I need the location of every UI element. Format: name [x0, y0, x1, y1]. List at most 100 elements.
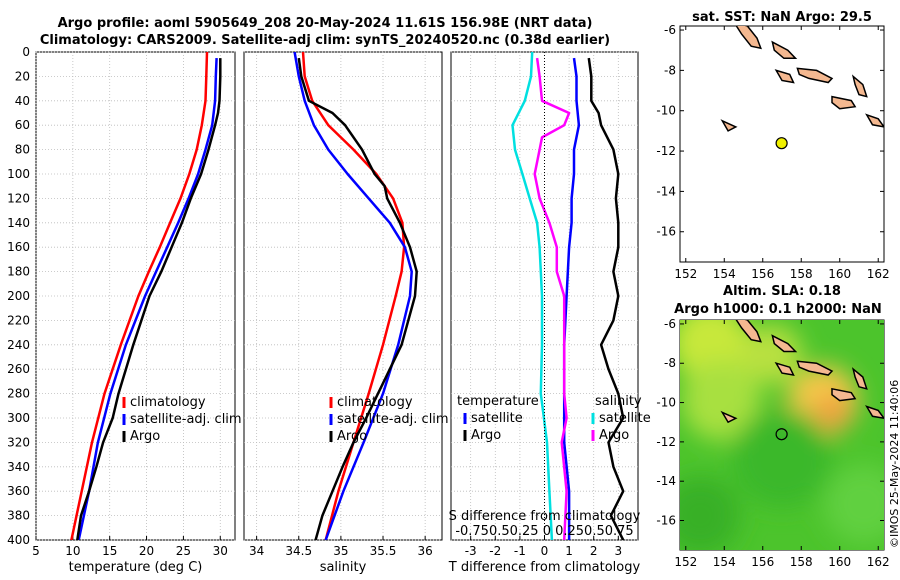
- island-new-georgia: [774, 69, 795, 84]
- series-line-satellite-adj-clim: [77, 58, 218, 540]
- legend-label: climatology: [130, 395, 206, 410]
- y-tick-label: 100: [7, 167, 30, 181]
- panel-map_sla: 152 154 156 158 160 162 -6 -8 -10 -12 -14 -16 Altim.…: [656, 284, 890, 569]
- legend-label: satellite: [599, 411, 651, 426]
- sla-patch: [732, 408, 832, 508]
- legend-title-temperature: temperature: [457, 394, 539, 409]
- map-y-tick-label: -14: [656, 184, 676, 198]
- series-line-t-argo: [587, 57, 625, 540]
- x-tick-label: 2: [590, 544, 598, 558]
- panel-differences: -3 -2 -1 0 1 2 3 T difference from climatology t…: [448, 51, 651, 575]
- y-tick-label: 400: [7, 533, 30, 547]
- map-y-tick-label: -6: [664, 317, 676, 331]
- legend-label: Argo: [471, 428, 501, 443]
- panel-salinity: 34 34.5 35 35.5 36 salinity climatology satelli…: [243, 51, 449, 575]
- map-x-tick-label: 154: [713, 267, 736, 281]
- series-line-satellite-adj-clim: [293, 52, 413, 540]
- y-tick-label: 380: [7, 509, 30, 523]
- series-line-climatology: [70, 52, 209, 540]
- legend-label: Argo: [599, 428, 629, 443]
- island-santa-isabel: [796, 67, 834, 84]
- argo-position-marker: [775, 428, 788, 441]
- y-tick-label: 240: [7, 338, 30, 352]
- legend-label: Argo: [130, 429, 160, 444]
- map-x-tick-label: 162: [867, 555, 890, 569]
- y-tick-label: 260: [7, 362, 30, 376]
- chart-title-line2: Climatology: CARS2009. Satellite-adj cli…: [39, 33, 611, 48]
- map-sla-title-1: Altim. SLA: 0.18: [723, 284, 841, 299]
- legend-title-salinity: salinity: [595, 394, 642, 409]
- map-sst-title: sat. SST: NaN Argo: 29.5: [692, 10, 872, 25]
- legend-label: climatology: [337, 395, 413, 410]
- y-tick-label: 280: [7, 387, 30, 401]
- island-malaita: [851, 367, 868, 390]
- x-tick-label: 15: [102, 544, 117, 558]
- map-y-tick-label: -16: [656, 514, 676, 528]
- series-line-argo: [76, 58, 222, 540]
- map-x-tick-label: 160: [828, 267, 851, 281]
- y-tick-label: 40: [15, 94, 30, 108]
- y-tick-label: 220: [7, 313, 30, 327]
- map-x-tick-label: 162: [867, 267, 890, 281]
- legend-label: Argo: [337, 429, 367, 444]
- series-line-argo: [297, 57, 418, 540]
- island-new-georgia: [774, 361, 795, 376]
- map-x-tick-label: 156: [751, 555, 774, 569]
- island-guadalcanal: [831, 387, 857, 402]
- map-y-tick-label: -8: [664, 356, 676, 370]
- y-tick-label: 340: [7, 460, 30, 474]
- map-y-tick-label: -8: [664, 63, 676, 77]
- map-y-tick-label: -10: [656, 104, 676, 118]
- x-tick-label: 1: [565, 544, 573, 558]
- map-y-tick-label: -14: [656, 474, 676, 488]
- x-axis-label: salinity: [320, 560, 367, 575]
- x-tick-label: -1: [514, 544, 526, 558]
- x-tick-label: 35.5: [370, 544, 397, 558]
- series-line-s-argo: [533, 57, 571, 540]
- map-x-tick-label: 156: [751, 267, 774, 281]
- series-line-climatology: [301, 52, 406, 540]
- series-line-s-satellite: [511, 52, 554, 540]
- island-choiseul: [771, 334, 798, 353]
- map-sla-title-2: Argo h1000: 0.1 h2000: NaN: [674, 302, 882, 317]
- y-tick-label: 80: [15, 143, 30, 157]
- sla-patch: [823, 464, 884, 544]
- x-tick-label: 34.5: [285, 544, 312, 558]
- legend-label: satellite-adj. clim: [130, 412, 242, 427]
- map-x-tick-label: 154: [713, 555, 736, 569]
- x-tick-label: 30: [213, 544, 228, 558]
- map-y-tick-label: -10: [656, 396, 676, 410]
- y-tick-label: 300: [7, 411, 30, 425]
- legend-label: satellite-adj. clim: [337, 412, 449, 427]
- map-x-tick-label: 152: [674, 555, 697, 569]
- x-axis-label: T difference from climatology: [448, 560, 641, 575]
- x-tick-label: 0: [541, 544, 549, 558]
- island-bougainville: [735, 320, 762, 343]
- x-tick-label: 25: [176, 544, 191, 558]
- y-tick-label: 180: [7, 265, 30, 279]
- island-santa-isabel: [796, 360, 834, 376]
- x-tick-label: -2: [489, 544, 501, 558]
- x-tick-label: -3: [465, 544, 477, 558]
- island-reef-west: [720, 119, 738, 132]
- map-y-tick-label: -6: [664, 23, 676, 37]
- island-reef-west: [720, 410, 738, 424]
- island-guadalcanal: [831, 95, 857, 110]
- island-makira: [865, 113, 884, 128]
- s-diff-tick-labels: -0.750.50.25 0 0.250.50.75: [455, 524, 633, 539]
- map-x-tick-label: 158: [790, 555, 813, 569]
- y-tick-label: 140: [7, 216, 30, 230]
- x-axis-label: temperature (deg C): [69, 560, 203, 575]
- map-y-tick-label: -16: [656, 225, 676, 239]
- x-tick-label: 34: [249, 544, 264, 558]
- island-choiseul: [771, 40, 798, 60]
- y-tick-label: 200: [7, 289, 30, 303]
- x-tick-label: 10: [65, 544, 80, 558]
- legend-label: satellite: [471, 411, 523, 426]
- y-tick-label: 120: [7, 191, 30, 205]
- island-malaita: [851, 74, 868, 98]
- x-tick-label: 36: [418, 544, 433, 558]
- imos-credit: ©IMOS 25-May-2024 11:40:06: [888, 379, 900, 548]
- x-tick-label: 3: [614, 544, 622, 558]
